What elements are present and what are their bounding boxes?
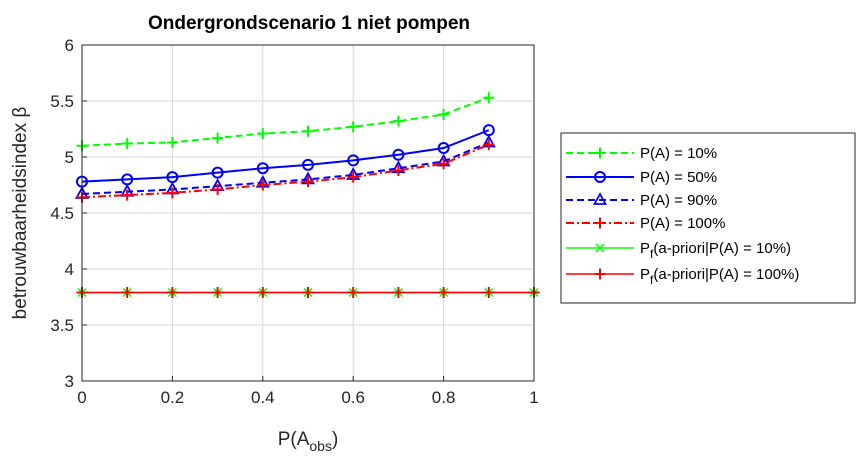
series-5 <box>76 287 540 299</box>
y-tick-label: 3.5 <box>50 316 74 335</box>
data-point <box>212 183 224 195</box>
y-tick-label: 5 <box>65 148 74 167</box>
data-point <box>438 108 450 120</box>
data-point <box>438 287 450 299</box>
legend-marker <box>592 192 608 205</box>
data-point <box>211 166 224 179</box>
data-point <box>438 158 450 170</box>
legend-marker <box>594 268 606 280</box>
data-point <box>212 287 224 299</box>
y-tick-label: 4.5 <box>50 204 74 223</box>
legend-label: Pf(a-priori|P(A) = 10%) <box>640 240 791 261</box>
legend-item: P(A) = 90% <box>566 192 717 209</box>
data-point <box>212 132 224 144</box>
legend-marker <box>594 171 606 183</box>
data-point <box>121 138 133 150</box>
data-point <box>392 164 404 176</box>
data-point <box>302 287 314 299</box>
x-tick-label: 0.2 <box>161 388 185 407</box>
x-tick-label: 0.8 <box>432 388 456 407</box>
legend-item: P(A) = 50% <box>566 169 717 186</box>
data-point <box>302 125 314 137</box>
data-point <box>121 287 133 299</box>
series-line <box>81 141 490 195</box>
data-point <box>483 287 495 299</box>
legend-item: P(A) = 10% <box>566 145 717 162</box>
data-point <box>257 287 269 299</box>
data-point <box>166 136 178 148</box>
data-point <box>166 287 178 299</box>
x-tick-label: 0.4 <box>251 388 275 407</box>
data-point <box>166 187 178 199</box>
legend-item: P(A) = 100% <box>566 215 725 232</box>
chart-title: Ondergrondscenario 1 niet pompen <box>148 13 470 34</box>
data-point <box>347 171 359 183</box>
legend-label: P(A) = 10% <box>640 145 717 162</box>
legend-label: P(A) = 50% <box>640 169 717 186</box>
data-point <box>483 92 495 104</box>
data-point <box>437 142 450 155</box>
data-point <box>302 158 314 171</box>
data-point <box>302 176 314 188</box>
data-point <box>347 121 359 133</box>
data-point <box>483 139 495 151</box>
series-line <box>81 96 490 147</box>
data-point <box>257 127 269 139</box>
legend-label: Pf(a-priori|P(A) = 100%) <box>640 266 799 287</box>
legend: P(A) = 10% P(A) = 50% P(A) = 90% P(A) = 100… <box>560 132 856 304</box>
legend-label: P(A) = 90% <box>640 192 717 209</box>
x-ticks: 0 0.2 0.4 0.6 0.8 1 <box>77 376 539 407</box>
legend-label: P(A) = 100% <box>640 215 725 232</box>
data-point <box>347 154 360 167</box>
plot-lines <box>74 92 540 299</box>
y-axis-label: betrouwbaarheidsindex β <box>10 107 31 320</box>
legend-marker <box>594 147 606 159</box>
data-point <box>257 179 269 191</box>
series-line <box>81 143 490 199</box>
legend-marker <box>594 217 606 229</box>
legend-item: Pf(a-priori|P(A) = 100%) <box>566 266 799 287</box>
y-tick-label: 6 <box>65 36 74 55</box>
data-point <box>392 148 405 161</box>
data-point <box>347 287 359 299</box>
y-ticks: 3 3.5 4 4.5 5 5.5 6 <box>50 36 87 391</box>
series-3 <box>76 139 495 203</box>
data-point <box>392 287 404 299</box>
series-1 <box>76 124 495 188</box>
y-tick-label: 3 <box>65 372 74 391</box>
legend-marker <box>595 243 605 253</box>
series-line <box>81 129 490 183</box>
x-tick-label: 0 <box>77 388 86 407</box>
x-tick-label: 1 <box>529 388 538 407</box>
data-point <box>256 162 269 175</box>
x-axis-label: P(Aobs) <box>278 429 339 454</box>
y-tick-label: 4 <box>65 260 74 279</box>
data-point <box>392 115 404 127</box>
x-tick-label: 0.6 <box>341 388 365 407</box>
legend-item: Pf(a-priori|P(A) = 10%) <box>566 240 791 261</box>
data-point <box>121 189 133 201</box>
grid <box>81 44 535 382</box>
y-tick-label: 5.5 <box>50 92 74 111</box>
